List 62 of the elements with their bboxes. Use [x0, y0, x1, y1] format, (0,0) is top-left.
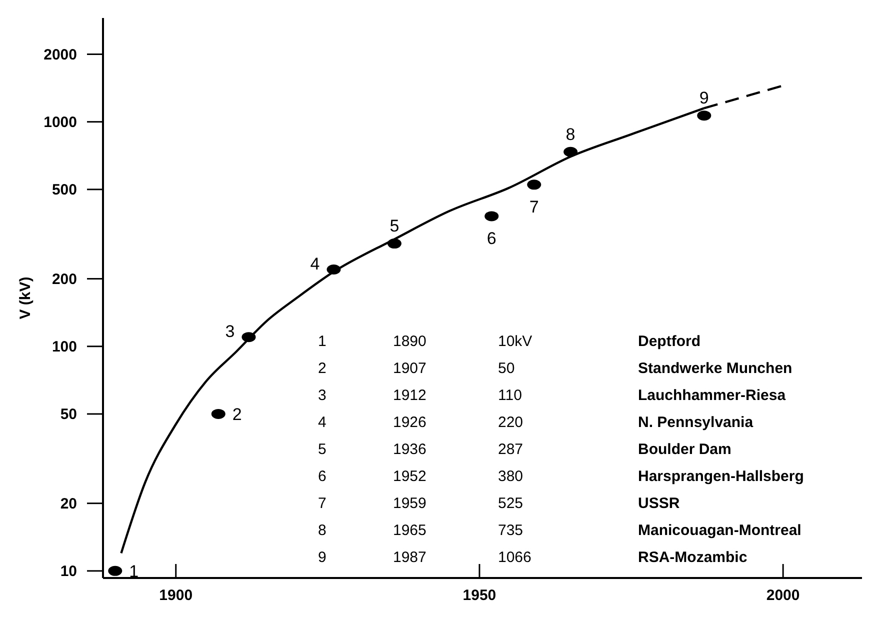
- annotation: 2: [318, 360, 326, 377]
- annotation: 220: [498, 414, 524, 431]
- annotation: RSA-Mozambic: [638, 549, 748, 566]
- y-tick-label: 10: [60, 563, 77, 580]
- y-tick-label: 200: [52, 271, 77, 288]
- y-tick-label: 1000: [44, 114, 77, 132]
- annotation: 1912: [393, 387, 426, 404]
- y-tick-label: 500: [52, 182, 77, 199]
- point: [527, 180, 542, 190]
- annotation: 1066: [498, 549, 532, 566]
- point: [697, 110, 712, 121]
- annotation: Boulder Dam: [638, 441, 732, 458]
- annotation: 735: [498, 522, 524, 539]
- annotation: 9: [318, 549, 326, 566]
- y-tick-label: 100: [52, 338, 77, 356]
- annotation: Lauchhammer-Riesa: [638, 387, 786, 404]
- annotation: 525: [498, 495, 524, 512]
- annotation: Deptford: [638, 333, 700, 350]
- annotation: Standwerke Munchen: [638, 360, 792, 377]
- annotation: 6: [318, 468, 326, 485]
- annotation: 287: [498, 441, 524, 458]
- annotation: 2: [232, 404, 242, 424]
- annotation: 1907: [393, 360, 426, 377]
- annotation: 1936: [393, 441, 426, 458]
- annotation: Manicouagan-Montreal: [638, 522, 802, 539]
- annotation: 7: [318, 495, 326, 512]
- annotation: 10kV: [498, 333, 532, 350]
- annotation: 1959: [393, 495, 426, 512]
- annotation: 1926: [393, 414, 426, 431]
- annotation: 6: [486, 229, 496, 248]
- annotation: 9: [699, 88, 709, 108]
- annotation: N. Pennsylvania: [638, 414, 754, 431]
- annotation: 110: [498, 387, 522, 404]
- annotation: 4: [310, 254, 320, 274]
- annotation: 5: [318, 441, 326, 458]
- annotation: 380: [498, 468, 524, 485]
- x-tick-label: 1950: [462, 587, 496, 604]
- annotation: 8: [566, 124, 576, 144]
- point: [108, 566, 122, 576]
- annotation: 1965: [393, 522, 426, 539]
- annotation: 50: [498, 360, 515, 377]
- y-tick-label: 20: [60, 496, 77, 513]
- annotation: 1: [129, 562, 139, 581]
- annotation: 1987: [393, 549, 426, 566]
- y-tick-label: 2000: [44, 46, 77, 64]
- y-axis-title: V (kV): [17, 276, 34, 320]
- annotation: USSR: [638, 495, 680, 512]
- point: [484, 211, 499, 222]
- annotation: 3: [225, 322, 235, 342]
- annotation: 4: [318, 414, 326, 431]
- annotation: 7: [529, 198, 539, 217]
- annotation: 1890: [393, 333, 426, 350]
- annotation: 1952: [393, 468, 426, 485]
- annotation: 3: [318, 387, 326, 404]
- annotation: 5: [390, 216, 400, 236]
- y-tick-label: 50: [60, 406, 77, 424]
- annotation: Harsprangen-Hallsberg: [638, 468, 804, 485]
- x-tick-label: 1900: [159, 587, 193, 604]
- annotation: 1: [318, 333, 326, 350]
- annotation: 8: [318, 522, 326, 539]
- point: [211, 408, 226, 419]
- x-tick-label: 2000: [766, 587, 800, 604]
